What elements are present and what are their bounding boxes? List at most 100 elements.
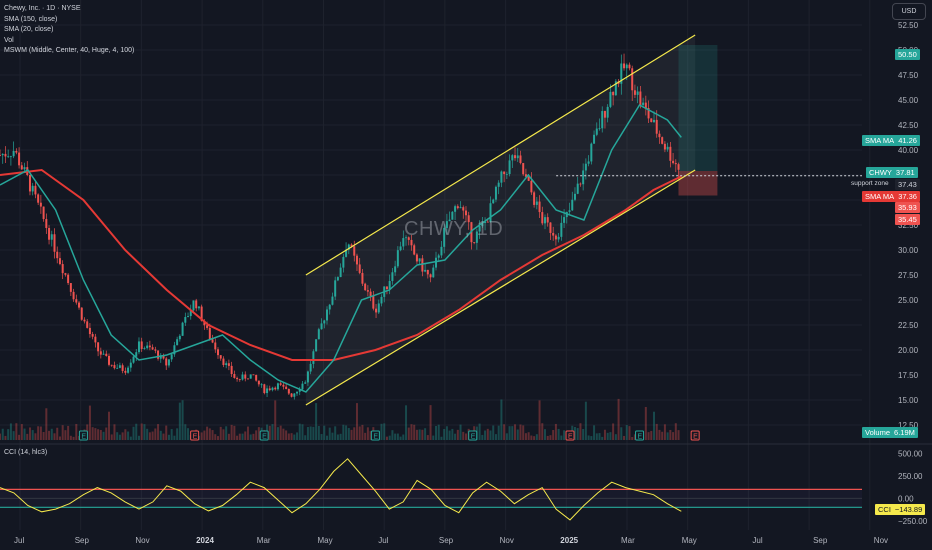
channel-upper-line[interactable] <box>305 34 696 276</box>
volume-bar <box>91 427 94 440</box>
long-position-target-zone[interactable] <box>678 45 718 171</box>
volume-bar <box>541 423 544 440</box>
volume-bar <box>26 433 29 440</box>
volume-bar <box>353 427 356 440</box>
volume-bar <box>94 428 97 440</box>
candle-body <box>503 171 506 175</box>
earnings-marker-letter: E <box>373 434 378 441</box>
volume-bar <box>56 427 59 440</box>
candle-body <box>276 383 279 390</box>
volume-bar <box>301 424 304 440</box>
volume-bar <box>271 424 274 440</box>
candle-body <box>113 365 116 369</box>
earnings-marker-letter: E <box>638 434 643 441</box>
volume-bar <box>617 398 620 440</box>
candle-body <box>489 203 492 223</box>
earnings-marker-box <box>565 430 575 441</box>
symbol-title[interactable]: Chewy, Inc. · 1D · NYSE <box>4 5 81 12</box>
candle-body <box>508 160 511 175</box>
volume-bar <box>435 425 438 440</box>
candle-body <box>394 266 397 273</box>
candle-body <box>413 245 416 255</box>
candle-body <box>217 349 220 356</box>
time-axis-label: Nov <box>135 536 149 545</box>
price-axis-label: 17.50 <box>898 371 919 380</box>
candle-body <box>486 221 489 223</box>
volume-bar <box>391 430 394 440</box>
candle-body <box>312 351 315 364</box>
candle-body <box>549 222 552 233</box>
volume-bar <box>200 432 203 440</box>
candle-body <box>631 68 634 91</box>
earnings-marker: E <box>370 430 380 441</box>
volume-bar <box>64 430 67 440</box>
time-axis-label: Mar <box>621 536 635 545</box>
candle-body <box>554 235 557 240</box>
candle-body <box>614 81 617 96</box>
candle-body <box>211 339 214 343</box>
candle-body <box>86 321 89 328</box>
volume-bar <box>45 408 48 440</box>
long-position-stop-zone[interactable] <box>678 171 718 196</box>
volume-bar <box>426 435 429 440</box>
candle-body <box>187 316 190 317</box>
candle-body <box>590 143 593 162</box>
sma-lower-tag: SMA MA 37.36 <box>862 191 920 202</box>
candle-body <box>593 134 596 144</box>
volume-bar <box>9 423 12 440</box>
support-zone-price-tag: 37.43 <box>895 179 920 190</box>
candle-body <box>598 128 601 130</box>
volume-bar <box>350 429 353 440</box>
price-axis[interactable]: 52.5050.0047.5045.0042.5040.0037.5035.00… <box>898 21 919 430</box>
volume-bar <box>222 429 225 440</box>
indicator-sma150[interactable]: SMA (150, close) <box>4 15 58 23</box>
volume-bar <box>587 435 590 440</box>
candle-body <box>516 155 519 159</box>
volume-bar <box>37 426 40 440</box>
volume-bar <box>620 427 623 440</box>
price-axis-label: 12.50 <box>898 421 919 430</box>
candle-body <box>606 106 609 118</box>
indicator-sma20[interactable]: SMA (20, close) <box>4 26 54 33</box>
cci-axis[interactable]: 500.00 250.00 0.00 −250.00 <box>898 449 928 525</box>
volume-bar <box>233 425 236 440</box>
candle-body <box>61 264 64 274</box>
candle-body <box>500 171 503 183</box>
earnings-marker-box <box>370 430 380 441</box>
candle-body <box>28 174 31 192</box>
time-axis[interactable]: Jul Sep Nov 2024 Mar May Jul Sep Nov 2025 Mar May Ju… <box>14 536 888 545</box>
volume-bar <box>527 432 530 440</box>
candle-body <box>620 63 623 84</box>
volume-bar <box>315 403 318 440</box>
cci-indicator-title[interactable]: CCI (14, hlc3) <box>4 449 48 456</box>
candle-body <box>50 234 53 240</box>
price-axis-label: 32.50 <box>898 221 919 230</box>
indicator-mswm[interactable]: MSWM (Middle, Center, 40, Huge, 4, 100) <box>4 47 135 54</box>
earnings-marker-box <box>78 430 88 441</box>
indicator-volume[interactable]: Vol <box>4 36 14 44</box>
volume-bar <box>203 430 206 440</box>
candle-body <box>435 257 438 268</box>
volume-bar <box>48 430 51 440</box>
earnings-marker-letter: E <box>193 434 198 441</box>
volume-bar <box>557 428 560 440</box>
candle-body <box>429 274 432 278</box>
volume-bar <box>7 429 10 440</box>
candle-body <box>467 215 470 223</box>
volume-bar <box>385 436 388 440</box>
price-axis-label: 30.00 <box>898 246 919 255</box>
channel-lower-line[interactable] <box>305 169 696 406</box>
price-axis-label: 45.00 <box>898 96 919 105</box>
volume-bar <box>12 431 15 440</box>
volume-bar <box>23 428 26 440</box>
currency-button[interactable]: USD <box>892 3 926 20</box>
volume-bar <box>429 405 432 440</box>
candle-body <box>293 393 296 397</box>
volume-bar <box>170 429 173 440</box>
volume-bar <box>516 429 519 440</box>
time-axis-label: Jul <box>378 536 388 545</box>
candle-body <box>661 137 664 144</box>
volume-bar <box>497 425 500 440</box>
